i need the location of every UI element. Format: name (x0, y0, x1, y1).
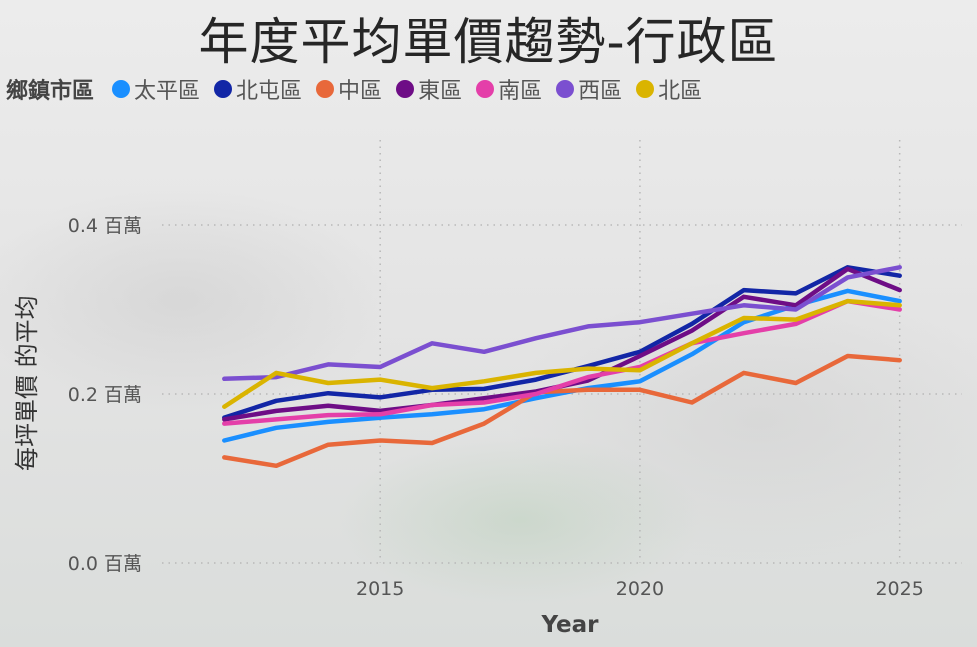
legend-marker (112, 80, 131, 98)
y-tick-label: 0.0 百萬 (68, 553, 142, 575)
legend-label: 太平區 (134, 79, 201, 104)
y-tick-label: 0.4 百萬 (68, 215, 142, 237)
legend-item[interactable]: 東區 (396, 73, 462, 105)
legend-item[interactable]: 北區 (636, 73, 702, 105)
legend-label: 西區 (578, 79, 623, 104)
legend-items: 太平區 北屯區 中區 東區 南區 西區 北區 (112, 73, 716, 105)
series-line-南區 (222, 298, 902, 426)
legend-label: 南區 (498, 79, 543, 104)
legend-marker (214, 80, 233, 98)
legend-label: 東區 (418, 79, 463, 104)
legend-label: 北區 (658, 79, 703, 104)
legend-marker (636, 80, 655, 98)
legend-title: 鄉鎮市區 (6, 79, 95, 104)
x-axis-title: Year (541, 612, 599, 638)
legend-marker (476, 80, 495, 98)
legend-item[interactable]: 西區 (556, 73, 622, 105)
legend-marker (556, 80, 575, 98)
x-tick-label: 2025 (875, 578, 923, 600)
legend-label: 北屯區 (236, 79, 303, 104)
legend-label: 中區 (338, 79, 383, 104)
legend-marker (316, 80, 335, 98)
x-tick-label: 2015 (356, 578, 404, 600)
x-tick-label: 2020 (616, 578, 664, 600)
legend-item[interactable]: 北屯區 (214, 73, 302, 105)
series-line-北區 (222, 298, 902, 409)
legend-item[interactable]: 南區 (476, 73, 542, 105)
legend-marker (396, 80, 415, 98)
chart-title: 年度平均單價趨勢-行政區 (198, 13, 779, 71)
series-line-中區 (222, 353, 902, 469)
series-line-西區 (222, 265, 902, 382)
y-tick-label: 0.2 百萬 (68, 384, 142, 406)
legend: 鄉鎮市區 太平區 北屯區 中區 東區 南區 西區 北區 (6, 74, 716, 104)
legend-item[interactable]: 中區 (316, 73, 382, 105)
legend-item[interactable]: 太平區 (112, 73, 200, 105)
